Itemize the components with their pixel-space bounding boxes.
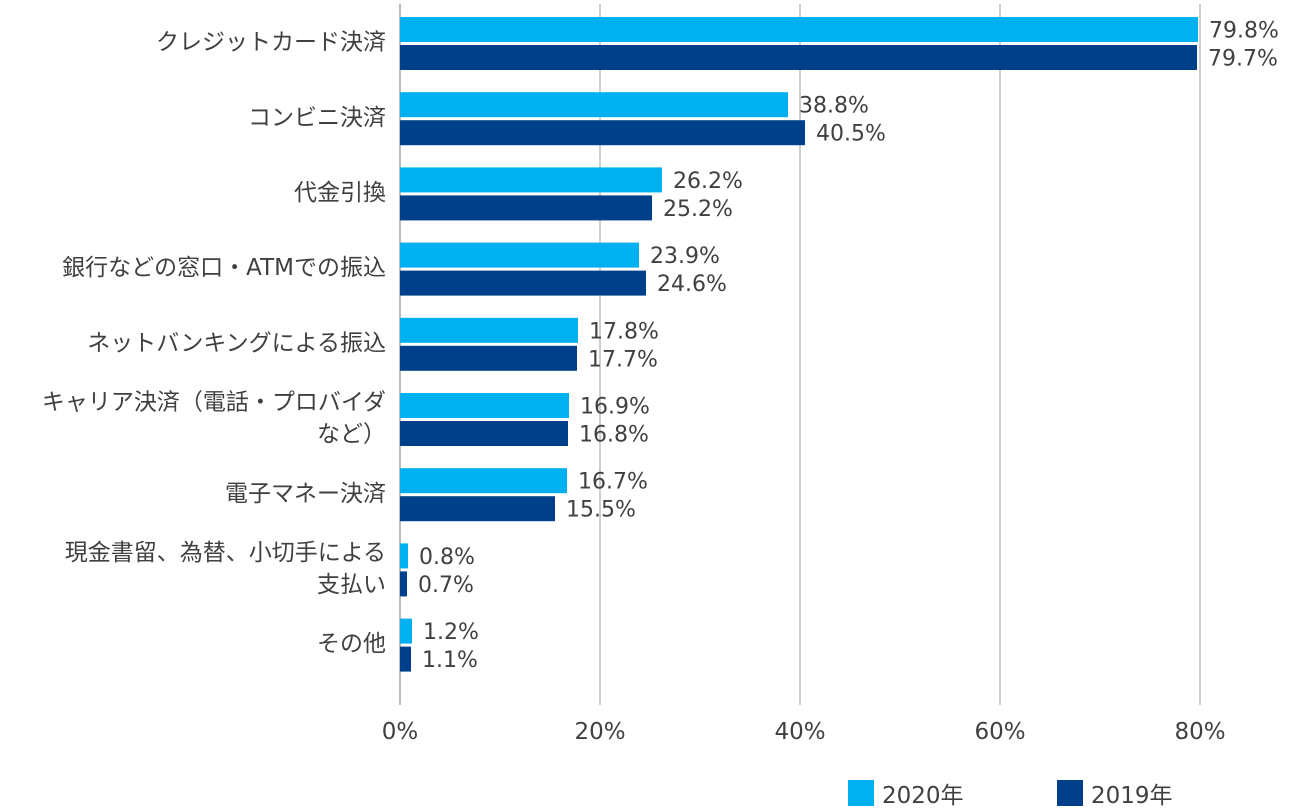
value-label: 0.8% bbox=[419, 545, 475, 570]
bar-2020年 bbox=[400, 618, 412, 644]
legend-label-2019: 2019年 bbox=[1091, 783, 1173, 809]
value-label: 1.1% bbox=[422, 648, 478, 673]
x-tick-label: 20% bbox=[574, 719, 625, 745]
bar-2020年 bbox=[400, 92, 788, 118]
category-label: など） bbox=[317, 422, 386, 448]
category-label: キャリア決済（電話・プロバイダ bbox=[42, 390, 386, 416]
value-label: 40.5% bbox=[816, 122, 886, 147]
legend-swatch-2020 bbox=[848, 780, 874, 806]
value-label: 79.8% bbox=[1209, 19, 1279, 44]
x-tick-label: 0% bbox=[382, 719, 419, 745]
bar-2019年 bbox=[400, 421, 568, 446]
x-tick-label: 60% bbox=[974, 719, 1025, 745]
value-label: 38.8% bbox=[799, 94, 869, 119]
bar-2019年 bbox=[400, 270, 646, 296]
x-tick-label: 40% bbox=[774, 719, 825, 745]
category-label: 電子マネー決済 bbox=[225, 481, 386, 507]
legend-item-2020: 2020年 bbox=[848, 778, 964, 809]
category-label: 銀行などの窓口・ATMでの振込 bbox=[62, 255, 386, 281]
value-label: 16.9% bbox=[580, 395, 650, 420]
bar-2020年 bbox=[400, 468, 567, 494]
bar-2019年 bbox=[400, 120, 805, 146]
value-label: 16.7% bbox=[578, 470, 648, 495]
value-label: 0.7% bbox=[418, 573, 474, 598]
value-label: 1.2% bbox=[423, 620, 479, 645]
value-label: 26.2% bbox=[673, 169, 743, 194]
bar-2020年 bbox=[400, 317, 578, 343]
bar-2019年 bbox=[400, 646, 411, 672]
value-label: 16.8% bbox=[579, 423, 649, 448]
value-label: 17.8% bbox=[589, 319, 659, 344]
legend-swatch-2019 bbox=[1057, 780, 1083, 806]
value-label: 17.7% bbox=[588, 347, 658, 372]
category-label: 支払い bbox=[317, 572, 386, 598]
value-label: 79.7% bbox=[1208, 47, 1278, 72]
bar-2020年 bbox=[400, 242, 639, 268]
category-label: ネットバンキングによる振込 bbox=[87, 330, 386, 356]
value-label: 23.9% bbox=[650, 244, 720, 269]
legend-label-2020: 2020年 bbox=[882, 783, 964, 809]
x-tick-label: 80% bbox=[1174, 719, 1225, 745]
value-label: 24.6% bbox=[657, 272, 727, 297]
category-label: 現金書留、為替、小切手による bbox=[65, 540, 386, 566]
category-label: 代金引換 bbox=[294, 180, 386, 206]
value-label: 25.2% bbox=[663, 197, 733, 222]
legend-item-2019: 2019年 bbox=[1057, 778, 1173, 809]
bar-2020年 bbox=[400, 167, 662, 193]
bar-2019年 bbox=[400, 195, 652, 221]
category-label: コンビニ決済 bbox=[248, 105, 386, 131]
bar-2019年 bbox=[400, 496, 555, 522]
bar-2020年 bbox=[400, 543, 408, 569]
bar-2019年 bbox=[400, 45, 1197, 70]
value-label: 15.5% bbox=[566, 498, 636, 523]
bar-2019年 bbox=[400, 345, 577, 371]
category-label: クレジットカード決済 bbox=[156, 30, 386, 56]
bar-2020年 bbox=[400, 17, 1198, 42]
bar-2020年 bbox=[400, 393, 569, 418]
category-label: その他 bbox=[317, 631, 386, 657]
bar-2019年 bbox=[400, 571, 407, 597]
